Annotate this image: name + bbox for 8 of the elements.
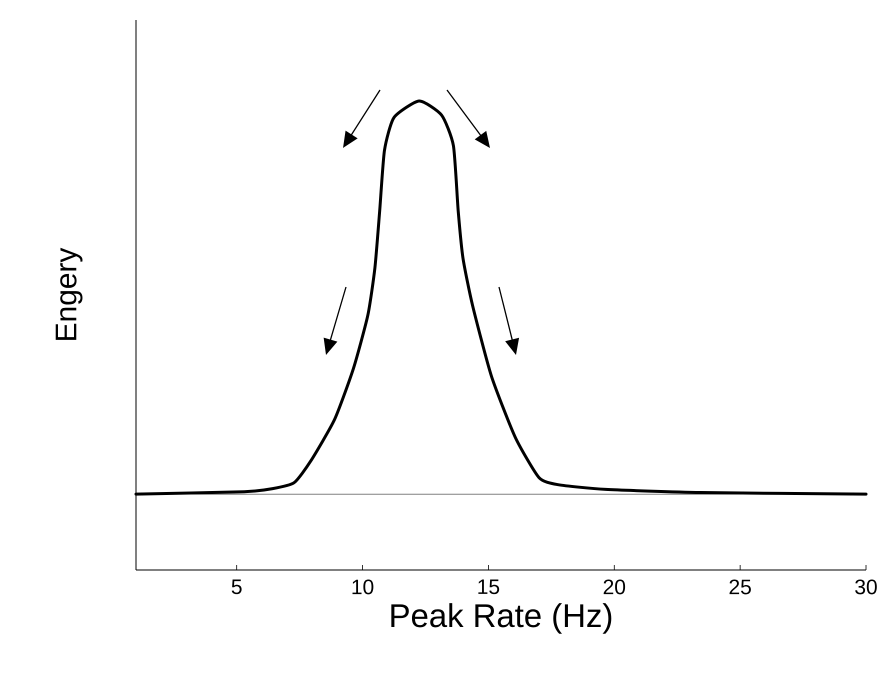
x-tick-label: 15 [478,580,500,594]
x-axis-title: Peak Rate (Hz) [391,603,612,634]
x-tick-label: 20 [604,580,626,594]
x-tick-label: 30 [855,580,877,594]
x-tick-label: 25 [730,580,751,594]
x-tick-label: 5 [232,580,242,594]
x-tick-label: 10 [352,580,374,594]
y-axis-title: Engery [56,248,82,340]
